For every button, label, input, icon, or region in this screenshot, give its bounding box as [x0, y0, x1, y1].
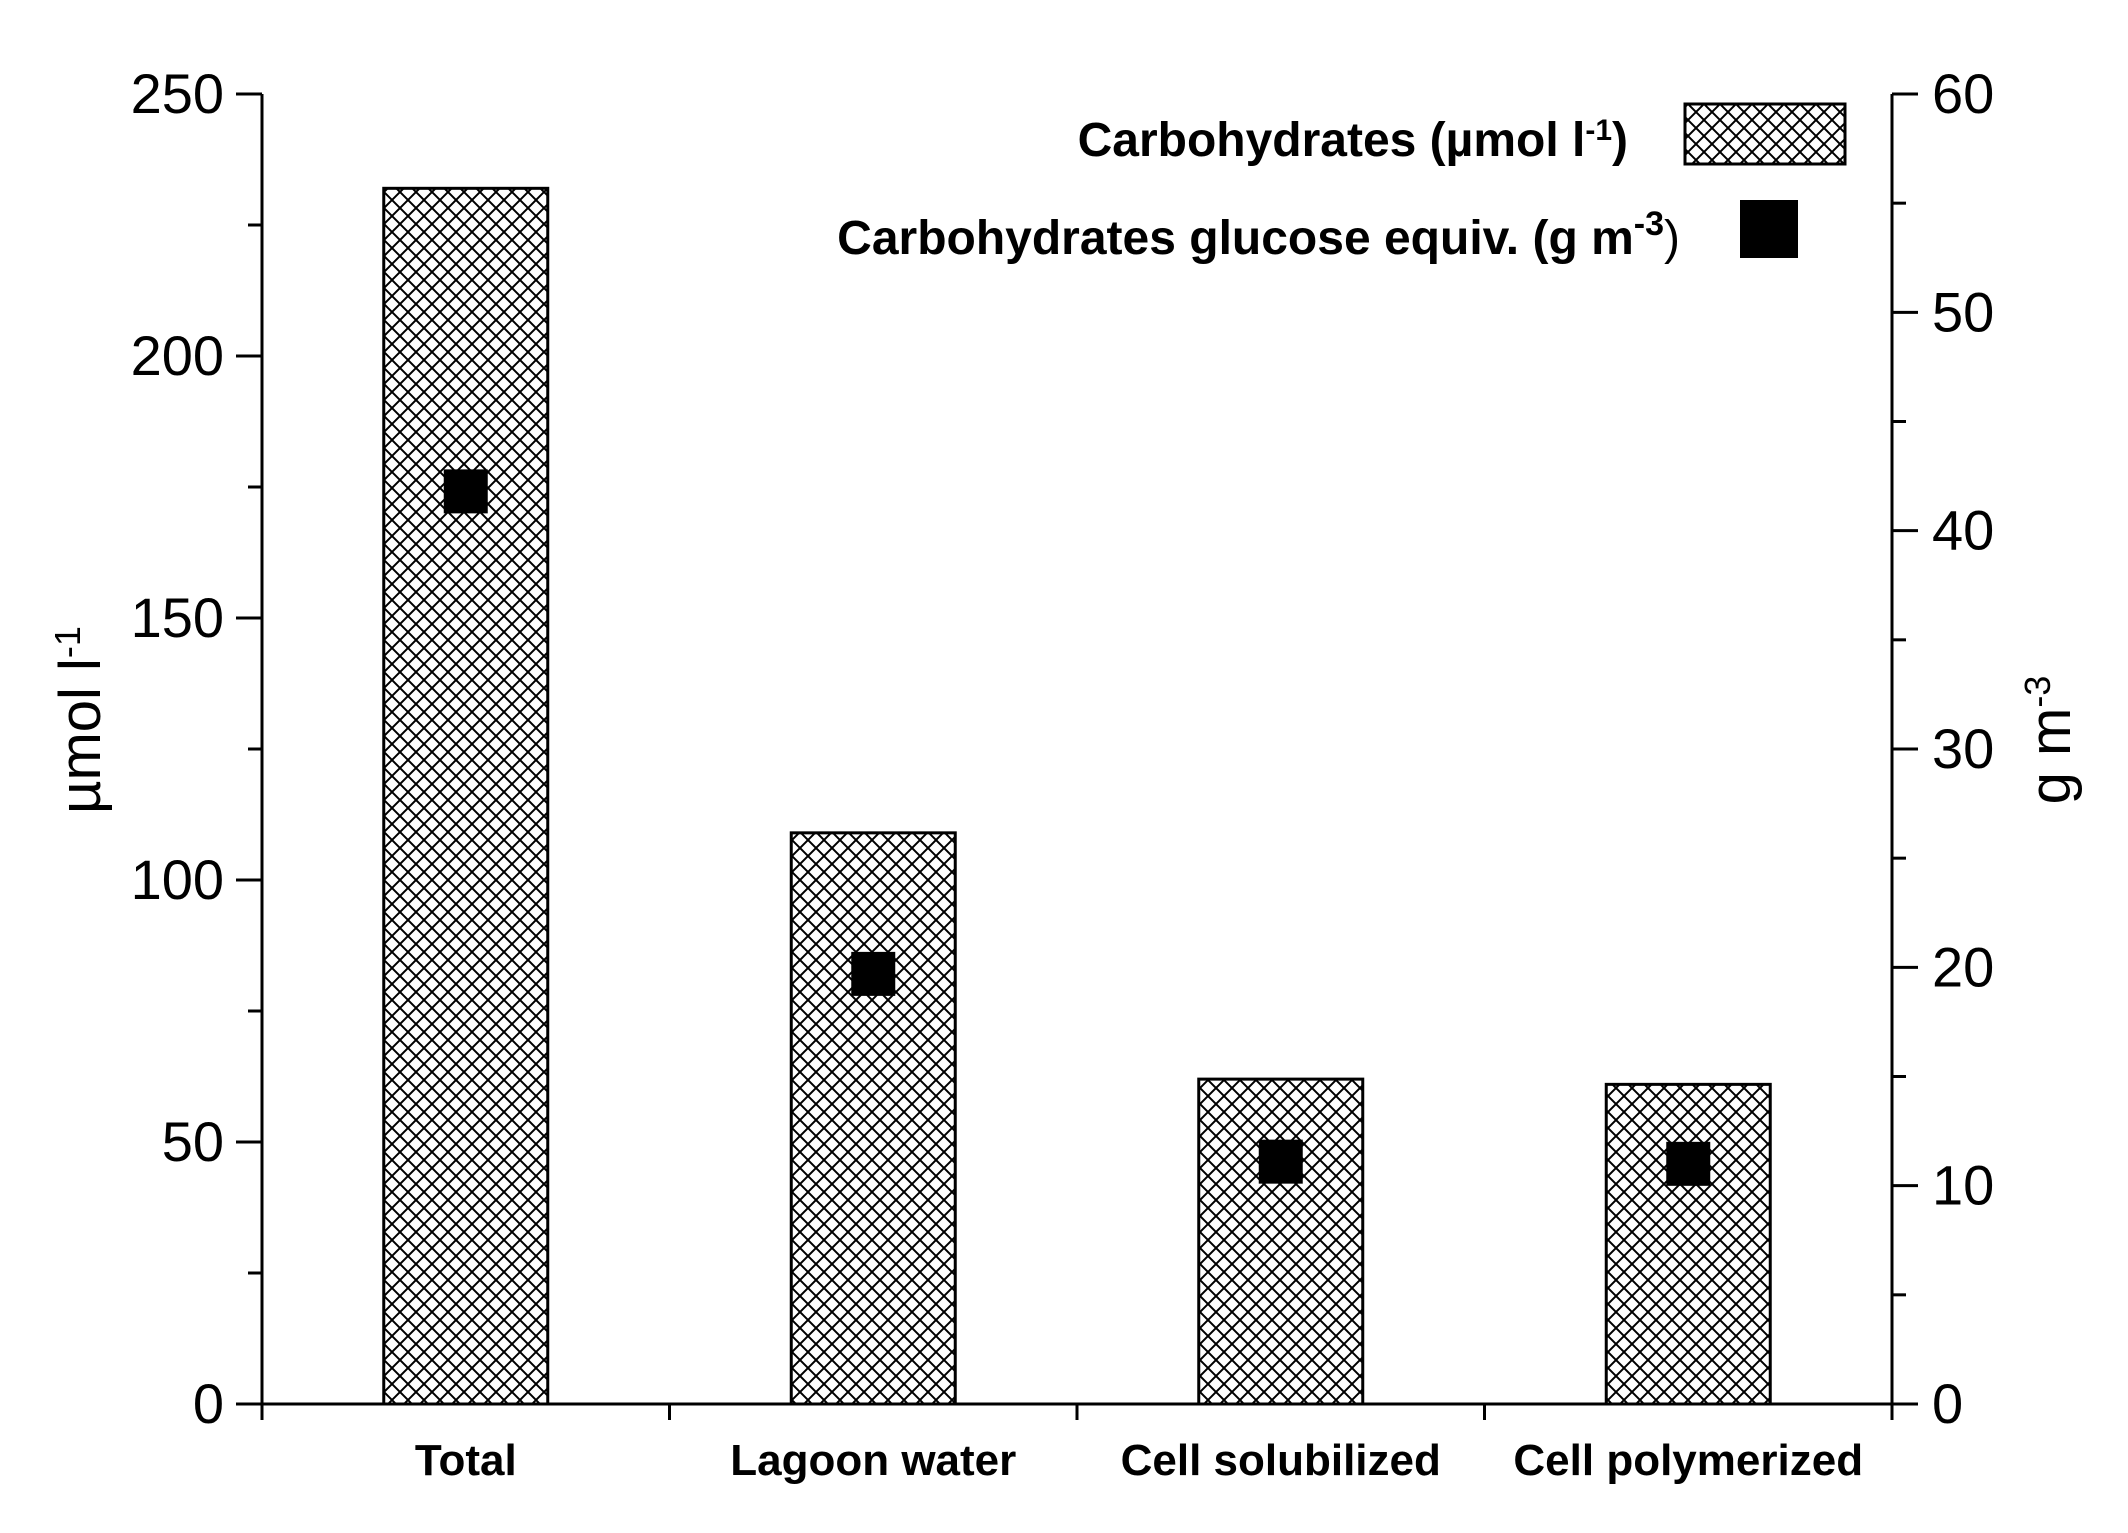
y-right-tick-label: 30	[1932, 717, 1994, 780]
y-left-tick-label: 150	[131, 586, 224, 649]
legend-swatch-bars	[1683, 102, 1847, 166]
marker-lagoon-water	[851, 951, 896, 996]
marker-cell-polymerized	[1666, 1141, 1711, 1186]
y-right-tick-label: 20	[1932, 935, 1994, 998]
x-tick-label: Cell solubilized	[1121, 1436, 1441, 1485]
y-right-tick-label: 40	[1932, 499, 1994, 562]
y-right-tick-label: 60	[1932, 62, 1994, 125]
legend-label-markers: Carbohydrates glucose equiv. (g m-3)	[837, 205, 1680, 265]
y-left-axis-title: µmol l-1	[47, 626, 114, 814]
y-left-tick-label: 0	[193, 1372, 224, 1435]
marker-cell-solubilized	[1258, 1139, 1303, 1184]
y-right-tick-label: 50	[1932, 280, 1994, 343]
bar-cell-solubilized	[1197, 1077, 1365, 1406]
bar-lagoon-water	[789, 831, 957, 1406]
markers-layer	[443, 469, 1711, 1186]
y-left-tick-label: 200	[131, 324, 224, 387]
legend-label-bars: Carbohydrates (µmol l-1)	[1078, 114, 1628, 168]
y-right-tick-label: 10	[1932, 1154, 1994, 1217]
legend-swatch-markers	[1740, 200, 1798, 258]
marker-total	[443, 469, 488, 514]
y-left-tick-label: 50	[162, 1110, 224, 1173]
bar-total	[382, 186, 550, 1406]
y-left-tick-label: 250	[131, 62, 224, 125]
axes-layer: Total Lagoon water Cell solubilized Cell po…	[131, 62, 1995, 1485]
legend: Carbohydrates (µmol l-1) Carbohydrates g…	[837, 102, 1847, 265]
x-tick-label: Total	[415, 1436, 517, 1485]
y-right-axis-title: g m-3	[2017, 676, 2084, 805]
x-tick-label: Lagoon water	[730, 1436, 1016, 1485]
bar-cell-polymerized	[1604, 1082, 1772, 1406]
y-left-tick-label: 100	[131, 848, 224, 911]
x-tick-label: Cell polymerized	[1513, 1436, 1863, 1485]
y-right-tick-label: 0	[1932, 1372, 1963, 1435]
bars-layer	[382, 186, 1772, 1406]
